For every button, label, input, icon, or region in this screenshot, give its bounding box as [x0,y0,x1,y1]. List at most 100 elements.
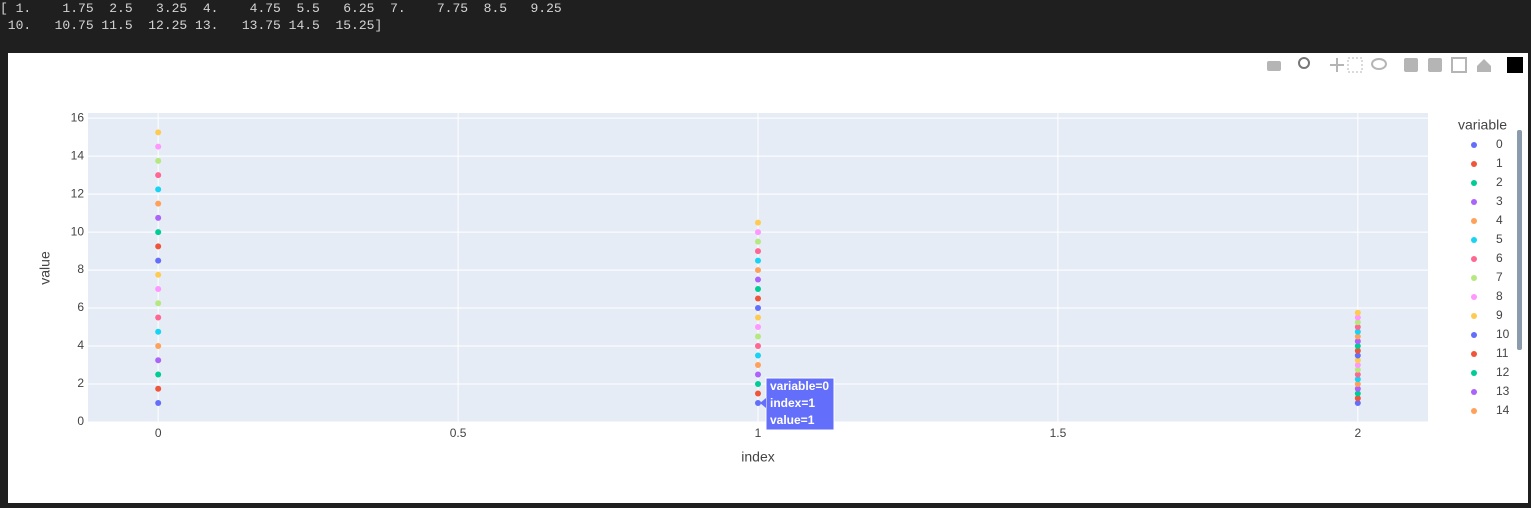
legend-marker [1471,256,1477,262]
point [755,305,761,312]
point [755,286,761,293]
point [1354,400,1361,407]
point [1354,395,1361,402]
legend-label: 12 [1496,365,1510,379]
legend: 012345678910111213141516171819 [1471,137,1510,503]
point [155,200,162,207]
legend-label: 11 [1496,346,1509,360]
x-axis-title: index [741,449,774,465]
y-tick-label: 16 [71,110,85,124]
zoom-in-icon[interactable] [1404,58,1418,72]
y-tick-label: 0 [77,414,84,428]
point [155,328,162,335]
legend-label: 5 [1496,232,1503,246]
zoom-icon[interactable] [1298,57,1310,69]
point [155,385,162,392]
point [1354,314,1361,321]
legend-marker [1471,408,1477,414]
legend-label: 18 [1496,479,1510,493]
point [1354,324,1361,331]
y-tick-label: 2 [77,376,84,390]
legend-marker [1471,465,1477,471]
point [155,343,162,350]
legend-marker [1471,389,1477,395]
x-tick-label: 1 [755,426,762,440]
point [1354,376,1361,383]
zoom-out-icon[interactable] [1428,58,1442,72]
point [755,267,761,274]
camera-icon[interactable] [1267,61,1281,71]
legend-label: 1 [1496,156,1503,170]
point [1354,347,1361,354]
point [1354,385,1361,392]
point [155,143,162,150]
legend-label: 10 [1496,327,1510,341]
point [1354,338,1361,345]
lasso-icon[interactable] [1371,58,1387,70]
output-line: [ 1. 1.75 2.5 3.25 4. 4.75 5.5 6.25 7. 7… [0,1,562,16]
legend-label: 17 [1496,460,1510,474]
legend-marker [1471,484,1477,490]
legend-marker [1471,427,1477,433]
point [1354,319,1361,326]
legend-scrollbar[interactable] [1517,130,1522,350]
point [755,238,761,245]
point [1354,343,1361,350]
plotly-logo[interactable] [1507,57,1523,73]
legend-label: 4 [1496,213,1503,227]
legend-marker [1471,332,1477,338]
legend-label: 0 [1496,137,1503,151]
modebar [1267,57,1523,73]
point [155,300,162,307]
point [155,243,162,250]
point [155,314,162,321]
hover-pointer [760,398,766,409]
point [155,357,162,364]
point [755,314,761,321]
point [755,257,761,264]
x-tick-label: 0 [155,426,162,440]
point [155,186,162,193]
legend-marker [1471,351,1477,357]
select-icon[interactable] [1347,57,1363,73]
legend-label: 19 [1496,498,1510,503]
legend-marker [1471,142,1477,148]
legend-label: 7 [1496,270,1503,284]
y-tick-label: 12 [71,186,85,200]
point [155,229,162,236]
legend-marker [1471,446,1477,452]
x-tick-label: 2 [1354,426,1361,440]
point [1354,357,1361,364]
reset-icon[interactable] [1477,59,1491,72]
hover-text: value=1 [770,413,815,427]
legend-label: 16 [1496,441,1510,455]
point [755,390,761,397]
pan-icon[interactable] [1330,58,1344,72]
legend-marker [1471,313,1477,319]
y-tick-label: 14 [71,148,85,162]
legend-label: 8 [1496,289,1503,303]
chart: index value variable 0123456789101112131… [37,57,1523,503]
plot-panel: index value variable 0 1 2 3 4 5 6 7 8 9 10 11 12 13 1… [8,53,1528,503]
autoscale-icon[interactable] [1451,57,1467,73]
point [755,229,761,236]
point [755,276,761,283]
hover-box [765,377,835,431]
legend-label: 9 [1496,308,1503,322]
point [155,400,162,407]
output-line: 10. 10.75 11.5 12.25 13. 13.75 14.5 15.2… [0,18,383,33]
point [1354,366,1361,373]
point [755,371,761,378]
legend-marker [1471,218,1477,224]
point [155,214,162,221]
point [755,219,761,226]
legend-label: 15 [1496,422,1510,436]
point [155,371,162,378]
legend-marker [1471,294,1477,300]
point [155,129,162,136]
y-axis-title: value [37,251,53,285]
point [155,157,162,164]
point [755,295,761,302]
y-tick-label: 10 [71,224,85,238]
